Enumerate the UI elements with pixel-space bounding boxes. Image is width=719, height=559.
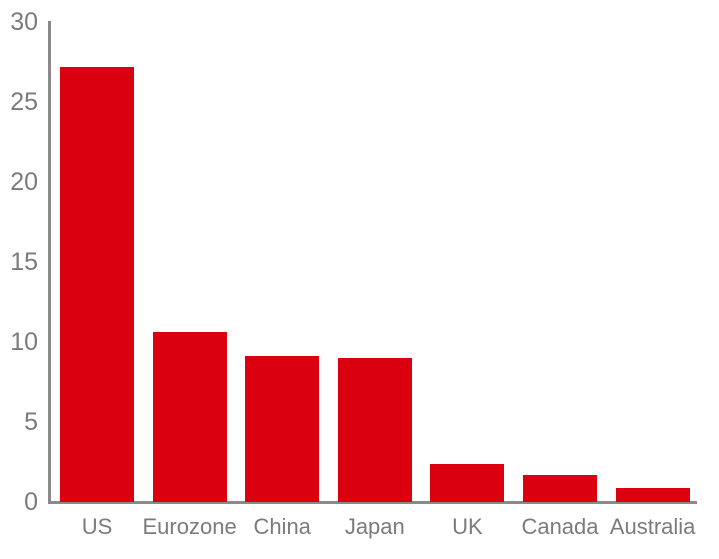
bar-eurozone — [152, 332, 227, 502]
y-tick-label: 20 — [10, 168, 38, 196]
y-tick-label: 30 — [10, 8, 38, 36]
y-tick-label: 25 — [10, 88, 38, 116]
y-tick-label: 0 — [24, 488, 38, 516]
bar-china — [245, 356, 320, 502]
x-axis-line — [48, 501, 697, 504]
x-category-label: UK — [452, 514, 483, 539]
bar-australia — [615, 487, 690, 502]
y-axis-line — [48, 21, 51, 504]
x-category-label: Eurozone — [142, 514, 237, 539]
y-tick-label: 15 — [10, 248, 38, 276]
x-category-label: Canada — [521, 514, 599, 539]
bar-japan — [337, 358, 412, 502]
x-category-label: Japan — [344, 514, 405, 539]
x-category-label: China — [253, 514, 311, 539]
x-category-label: Australia — [609, 514, 696, 539]
x-category-label: US — [81, 514, 113, 539]
bar-uk — [430, 463, 505, 502]
bar-canada — [523, 474, 597, 502]
bar-us — [60, 66, 134, 502]
y-tick-label: 10 — [10, 328, 38, 356]
y-tick-label: 5 — [24, 408, 38, 436]
